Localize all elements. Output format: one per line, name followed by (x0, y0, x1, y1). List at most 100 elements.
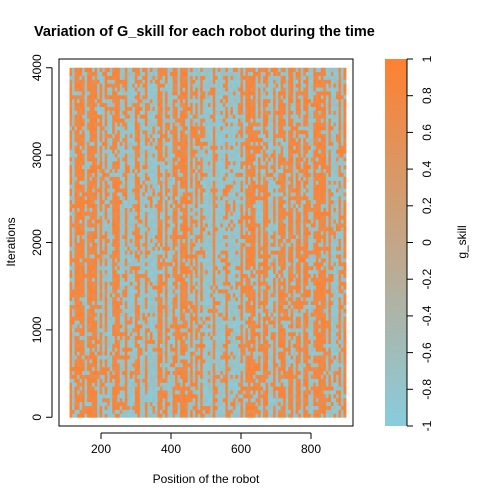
heatmap-cell (192, 370, 196, 375)
heatmap-cell (127, 386, 131, 391)
heatmap-cell (107, 285, 111, 290)
heatmap-cell (180, 277, 184, 282)
heatmap-cell (182, 335, 186, 340)
heatmap-cell (69, 331, 73, 337)
heatmap-cell (142, 355, 146, 360)
heatmap-cell (293, 300, 297, 306)
heatmap-cell (325, 374, 329, 379)
heatmap-cell (325, 359, 329, 364)
heatmap-cell (280, 413, 284, 418)
heatmap-cell (162, 413, 166, 418)
heatmap-cell (330, 273, 334, 278)
heatmap-cell (318, 347, 322, 352)
heatmap-cell (225, 250, 229, 255)
heatmap-cell (147, 304, 151, 309)
heatmap-cell (104, 331, 108, 337)
heatmap-cell (182, 273, 186, 278)
heatmap-cell (215, 273, 219, 278)
heatmap-cell (102, 254, 106, 259)
heatmap-cell (240, 362, 244, 368)
heatmap-cell (308, 285, 312, 290)
heatmap-cell (270, 397, 274, 403)
heatmap-cell (200, 343, 204, 348)
heatmap-cell (300, 370, 304, 375)
heatmap-cell (99, 281, 103, 286)
heatmap-cell (127, 250, 131, 255)
heatmap-cell (77, 312, 80, 317)
heatmap-cell (242, 312, 246, 317)
heatmap-cell (275, 289, 279, 294)
heatmap-cell (77, 316, 80, 321)
heatmap-cell (152, 339, 156, 344)
heatmap-cell (97, 316, 101, 321)
heatmap-cell (217, 390, 221, 395)
heatmap-cell (200, 273, 204, 278)
heatmap-cell (157, 390, 161, 395)
heatmap-cell (220, 347, 224, 352)
heatmap-cell (268, 413, 271, 418)
heatmap-cell (305, 331, 309, 337)
heatmap-cell (323, 351, 327, 356)
heatmap-cell (265, 347, 269, 352)
heatmap-cell (87, 292, 91, 298)
heatmap-cell (295, 355, 299, 360)
heatmap-cell (97, 335, 101, 340)
heatmap-cell (195, 312, 199, 317)
heatmap-cell (74, 339, 78, 344)
heatmap-cell (323, 281, 327, 286)
heatmap-cell (217, 347, 221, 352)
heatmap-cell (165, 351, 168, 356)
heatmap-cell (250, 397, 254, 403)
heatmap-cell (165, 238, 168, 243)
heatmap-cell (129, 393, 133, 399)
heatmap-cell (300, 366, 304, 372)
heatmap-cell (230, 324, 234, 329)
heatmap-cell (245, 355, 249, 360)
heatmap-cell (175, 250, 178, 255)
heatmap-cell (202, 242, 206, 247)
heatmap-cell (335, 265, 339, 271)
heatmap-cell (69, 296, 73, 302)
heatmap-cell (305, 347, 309, 352)
heatmap-cell (114, 362, 118, 368)
heatmap-cell (237, 289, 241, 294)
heatmap-cell (159, 312, 163, 317)
heatmap-cell (122, 343, 126, 348)
heatmap-cell (84, 390, 88, 395)
heatmap-cell (242, 335, 246, 340)
heatmap-cell (212, 289, 216, 294)
heatmap-cell (290, 261, 294, 267)
heatmap-cell (182, 250, 186, 255)
heatmap-cell (72, 258, 75, 263)
heatmap-cell (310, 261, 314, 267)
heatmap-cell (225, 304, 229, 309)
heatmap-cell (210, 277, 214, 282)
heatmap-cell (139, 324, 143, 329)
heatmap-cell (165, 390, 168, 395)
heatmap-cell (182, 355, 186, 360)
heatmap-cell (265, 382, 269, 387)
heatmap-cell (129, 324, 133, 329)
heatmap-cell (230, 374, 234, 379)
heatmap-cell (260, 269, 264, 274)
heatmap-cell (175, 304, 178, 309)
heatmap-cell (190, 405, 194, 410)
heatmap-cell (159, 304, 163, 309)
heatmap-cell (313, 250, 317, 255)
heatmap-cell (124, 351, 128, 356)
heatmap-cell (280, 405, 284, 410)
heatmap-cell (114, 335, 118, 340)
heatmap-cell (89, 316, 93, 321)
heatmap-cell (137, 261, 141, 267)
heatmap-cell (152, 292, 156, 298)
heatmap-cell (134, 308, 138, 313)
heatmap-cell (69, 397, 73, 403)
heatmap-cell (227, 277, 231, 282)
heatmap-cell (127, 362, 131, 368)
heatmap-cell (212, 312, 216, 317)
heatmap-cell (190, 355, 194, 360)
heatmap-cell (177, 390, 181, 395)
heatmap-cell (117, 273, 121, 278)
heatmap-cell (182, 393, 186, 399)
heatmap-cell (335, 273, 339, 278)
